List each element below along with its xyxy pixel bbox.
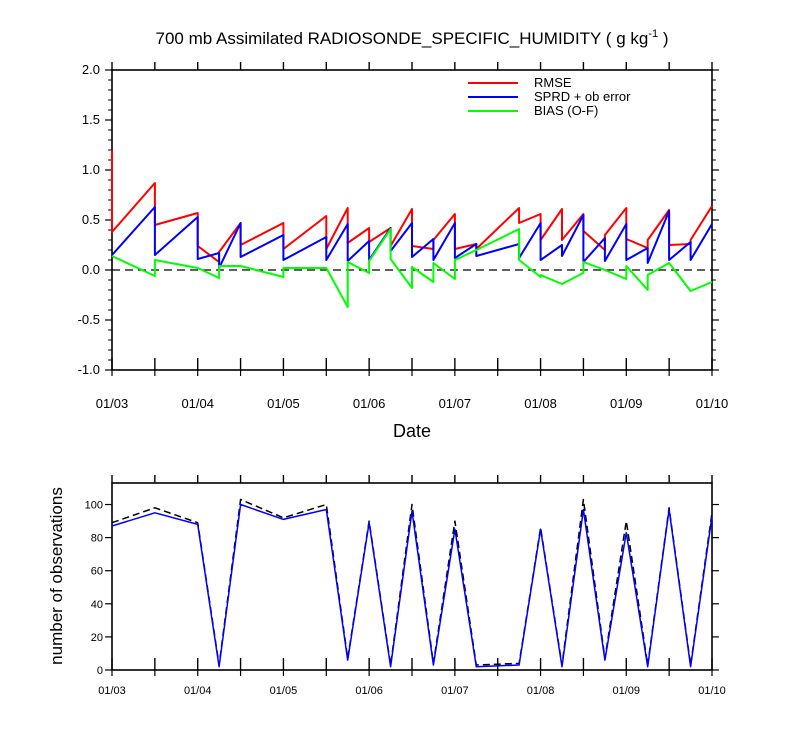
x-tick-label: 01/03 — [96, 396, 129, 411]
y-tick-label: 1.0 — [82, 162, 100, 177]
humidity-y-tick-labels: -1.0 -0.5 0.0 0.5 1.0 1.5 2.0 — [78, 62, 100, 377]
y-tick-label: 1.5 — [82, 112, 100, 127]
y-tick-label: 20 — [91, 632, 103, 644]
x-tick-label: 01/06 — [353, 396, 386, 411]
humidity-panel: -1.0-0.50.00.51.01.52.0 01/03 01/04 01/05 0… — [78, 62, 729, 441]
y-tick-label: -1.0 — [78, 362, 100, 377]
x-tick-label: 01/05 — [267, 396, 300, 411]
y-tick-label: -0.5 — [78, 312, 100, 327]
y-axis-title: number of observations — [47, 487, 66, 665]
x-axis-title: Date — [393, 421, 431, 441]
legend-label: SPRD + ob error — [534, 89, 631, 104]
y-tick-label: 0.5 — [82, 212, 100, 227]
x-tick-label: 01/10 — [696, 396, 729, 411]
humidity-x-tick-labels: 01/03 01/04 01/05 01/06 01/07 01/08 01/09 01/10 — [96, 396, 729, 411]
y-tick-label: 80 — [91, 533, 103, 545]
title-superscript: -1 — [648, 28, 658, 40]
y-tick-label: 40 — [91, 599, 103, 611]
x-tick-label: 01/06 — [355, 685, 383, 697]
y-tick-label: 60 — [91, 566, 103, 578]
observations-x-tick-labels: 01/03 01/04 01/05 01/06 01/07 01/08 01/09 01/10 — [98, 685, 726, 697]
title-suffix: ) — [658, 29, 668, 48]
y-tick-label: 2.0 — [82, 62, 100, 77]
observations-ticks — [105, 475, 719, 676]
y-tick-label: 0 — [97, 665, 103, 677]
series-line-possible — [111, 498, 713, 666]
x-tick-label: 01/09 — [613, 685, 641, 697]
x-tick-label: 01/07 — [441, 685, 469, 697]
observations-lines — [111, 498, 713, 668]
legend-label: BIAS (O-F) — [534, 103, 598, 118]
series-line-bias-o-f — [111, 228, 713, 308]
x-tick-label: 01/05 — [270, 685, 298, 697]
series-line-used — [111, 503, 713, 668]
series-line-sprd-ob-error — [111, 206, 713, 269]
legend-label: RMSE — [534, 75, 572, 90]
humidity-lines — [111, 150, 713, 308]
x-tick-label: 01/08 — [527, 685, 555, 697]
x-tick-label: 01/04 — [181, 396, 214, 411]
x-tick-label: 01/04 — [184, 685, 212, 697]
x-tick-label: 01/03 — [98, 685, 126, 697]
y-tick-label: 100 — [85, 500, 103, 512]
chart-title: 700 mb Assimilated RADIOSONDE_SPECIFIC_H… — [156, 28, 669, 48]
y-tick-label: 0.0 — [82, 262, 100, 277]
x-tick-label: 01/08 — [524, 396, 557, 411]
observations-y-tick-labels: 0 20 40 60 80 100 — [85, 500, 103, 677]
x-tick-label: 01/09 — [610, 396, 643, 411]
x-tick-label: 01/07 — [439, 396, 472, 411]
humidity-ticks — [105, 62, 719, 376]
x-tick-label: 01/10 — [698, 685, 726, 697]
